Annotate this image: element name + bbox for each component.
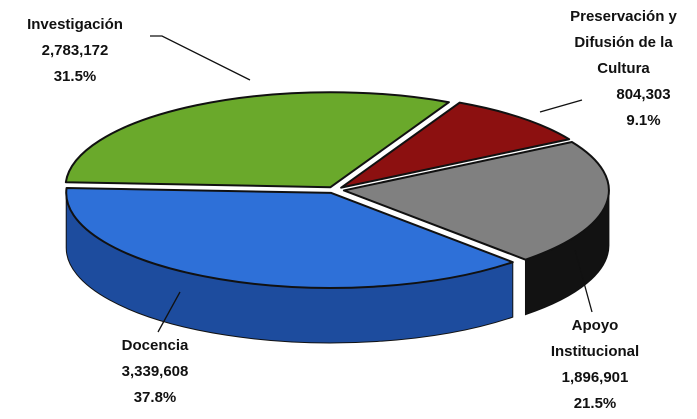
slice [64,91,450,189]
slice-label: Apoyo Institucional 1,896,901 21.5% [530,313,660,417]
percent-label: 31.5% [53,68,97,85]
slice [342,141,610,261]
percent-label: 21.5% [573,395,617,412]
category-label: Preservación y Difusión de la Cultura [570,8,677,77]
category-label: Docencia [121,337,189,354]
slice-label: Investigación 2,783,172 31.5% [0,12,150,90]
value-label: 1,896,901 [561,369,629,386]
category-label: Apoyo Institucional [550,317,640,360]
leader-line [150,35,251,81]
value-label: 2,783,172 [41,42,109,59]
slice-label: Preservación y Difusión de la Cultura 80… [550,4,697,134]
slice [340,101,571,189]
category-label: Investigación [27,16,123,33]
leader-line [157,291,181,333]
value-label: 804,303 [616,86,671,103]
leader-line [574,249,593,313]
percent-label: 9.1% [626,112,661,129]
slice-label: Docencia 3,339,608 37.8% [80,333,230,411]
value-label: 3,339,608 [121,363,189,380]
slice [65,186,514,289]
pie [64,91,610,344]
leader-line [539,99,583,113]
percent-label: 37.8% [133,389,177,406]
